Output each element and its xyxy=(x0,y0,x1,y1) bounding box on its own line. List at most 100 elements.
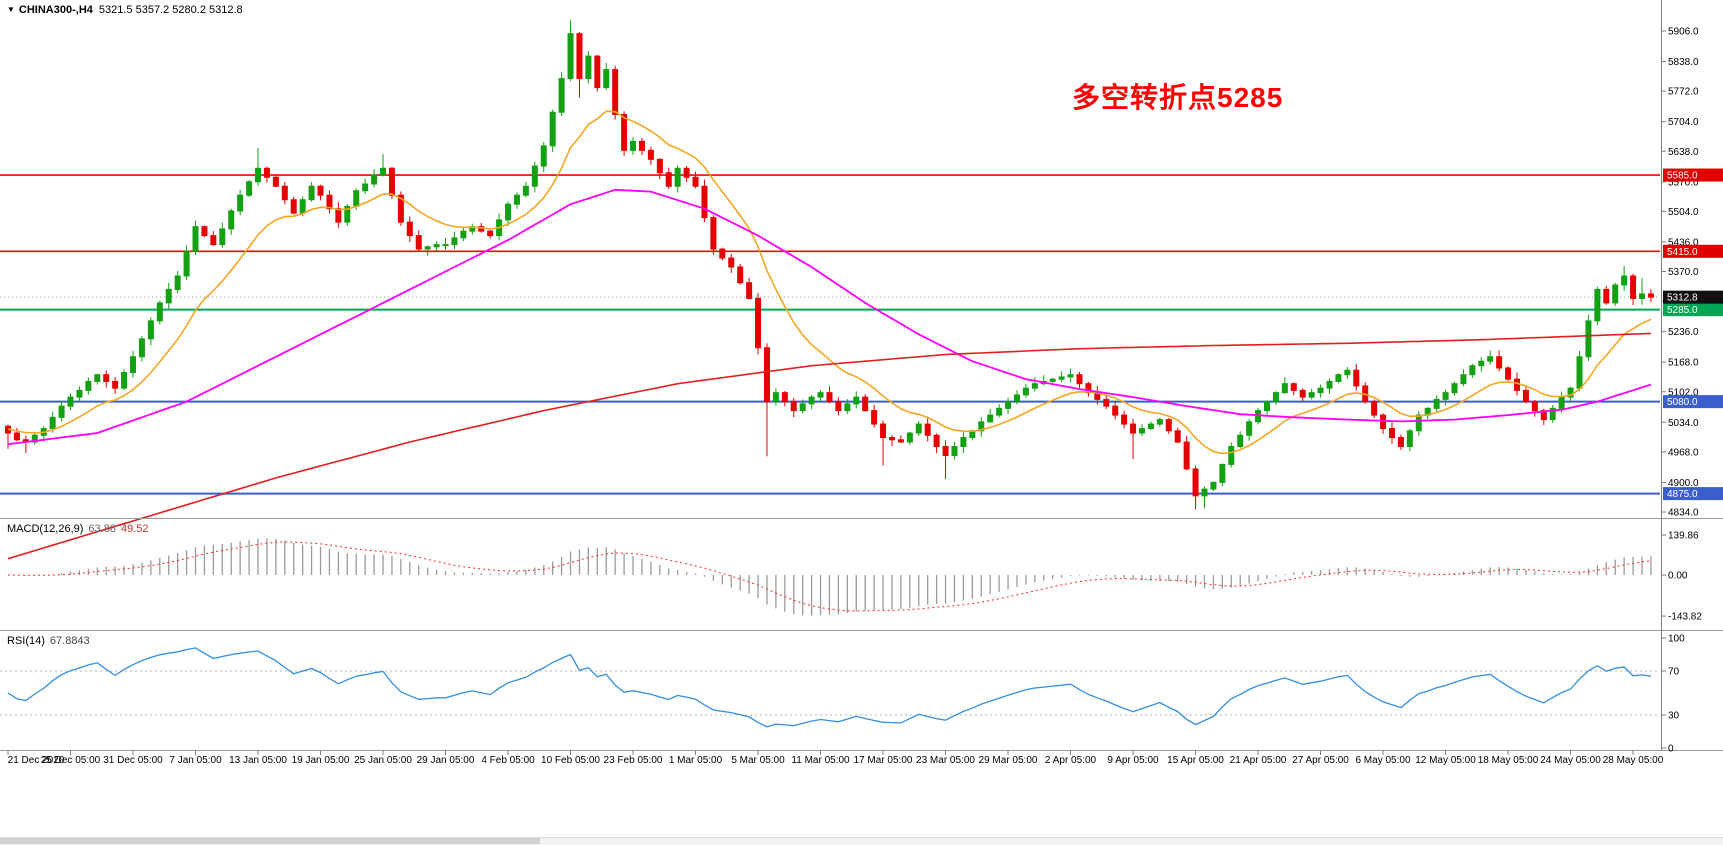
candle-down xyxy=(1130,418,1137,460)
candle-body xyxy=(1576,356,1583,389)
candle-up xyxy=(1013,390,1020,405)
h-scrollbar-thumb[interactable] xyxy=(0,838,540,844)
candle-down xyxy=(835,397,842,416)
level-price-tag-bg xyxy=(1663,487,1723,501)
rsi-name: RSI(14) xyxy=(7,635,45,647)
price-tick-label: 5168.0 xyxy=(1668,358,1699,369)
candle-body xyxy=(58,405,65,418)
candle-body xyxy=(1371,401,1378,416)
candle-up xyxy=(1344,367,1351,379)
candle-up xyxy=(1594,286,1601,326)
candle-up xyxy=(1219,463,1226,487)
level-price-tag-text: 5415.0 xyxy=(1667,247,1698,258)
macd-value-main: 63.88 xyxy=(88,523,116,535)
candle-up xyxy=(433,241,440,252)
candles-layer xyxy=(5,20,1654,510)
candle-body xyxy=(112,380,119,389)
h-scrollbar-track[interactable] xyxy=(0,837,1723,845)
candle-body xyxy=(1022,387,1029,396)
candle-body xyxy=(130,356,137,373)
candle-down xyxy=(728,254,735,273)
candle-body xyxy=(308,185,315,201)
time-label: 21 Apr 05:00 xyxy=(1230,755,1287,766)
candle-down xyxy=(647,146,654,165)
candle-up xyxy=(1138,424,1145,437)
candle-body xyxy=(960,437,967,447)
candle-up xyxy=(1031,377,1038,392)
candle-body xyxy=(1130,423,1137,434)
price-tick-label: 5906.0 xyxy=(1668,27,1699,38)
candle-body xyxy=(67,396,74,407)
candle-up xyxy=(1460,369,1467,387)
candle-body xyxy=(1112,405,1119,416)
symbol-dropdown-icon[interactable]: ▼ xyxy=(7,5,15,14)
candle-body xyxy=(1219,463,1226,483)
candle-down xyxy=(1380,413,1387,434)
candle-up xyxy=(915,421,922,436)
candle-body xyxy=(817,392,824,398)
candle-body xyxy=(31,434,38,443)
level-price-tag-bg xyxy=(1663,395,1723,409)
candle-up xyxy=(1612,282,1619,306)
candle-up xyxy=(308,182,315,202)
time-label: 23 Feb 05:00 xyxy=(604,755,663,766)
candle-up xyxy=(460,227,467,242)
candle-body xyxy=(701,185,708,219)
candle-up xyxy=(228,208,235,235)
candle-down xyxy=(1103,395,1110,409)
time-label: 13 Jan 05:00 xyxy=(229,755,287,766)
ma-fast-line xyxy=(7,110,1652,455)
level-price-tag: 5585.0 xyxy=(1663,168,1723,182)
time-label: 25 Jan 05:00 xyxy=(354,755,412,766)
candle-body xyxy=(290,199,297,214)
candle-body xyxy=(85,380,92,391)
candle-up xyxy=(844,399,851,415)
candle-body xyxy=(1558,396,1565,409)
candle-body xyxy=(1567,387,1574,398)
candle-down xyxy=(326,190,333,214)
candle-body xyxy=(1388,428,1395,439)
candle-down xyxy=(594,54,601,92)
candle-up xyxy=(130,350,137,378)
candle-body xyxy=(1621,275,1628,286)
candle-body xyxy=(558,78,565,113)
candle-body xyxy=(942,445,949,456)
candle-up xyxy=(1576,350,1583,391)
candle-body xyxy=(1505,367,1512,380)
candle-up xyxy=(513,192,520,209)
current-price-tag-text: 5312.8 xyxy=(1667,293,1698,304)
candle-up xyxy=(1067,368,1074,383)
candle-up xyxy=(978,416,985,437)
macd-name: MACD(12,26,9) xyxy=(7,523,84,535)
time-label: 23 Mar 05:00 xyxy=(916,755,975,766)
candle-body xyxy=(299,199,306,214)
candle-body xyxy=(371,174,378,185)
price-tags-layer: 5585.0 5415.0 5285.0 5080.0 4875.0 5312.8 xyxy=(1663,168,1723,501)
candle-up xyxy=(442,237,449,250)
candle-down xyxy=(701,179,708,223)
candle-down xyxy=(272,174,279,188)
time-label: 6 May 05:00 xyxy=(1355,755,1410,766)
time-label: 15 Apr 05:00 xyxy=(1167,755,1224,766)
candle-up xyxy=(674,165,681,193)
candle-body xyxy=(76,389,83,398)
candle-down xyxy=(397,191,404,226)
candle-down xyxy=(1505,366,1512,382)
candle-body xyxy=(1165,419,1172,432)
candle-body xyxy=(121,371,128,389)
macd-label: MACD(12,26,9) 63.88 49.52 xyxy=(7,523,148,535)
candle-body xyxy=(1013,394,1020,403)
current-price-tag: 5312.8 xyxy=(1663,290,1723,304)
price-tick-label: 5504.0 xyxy=(1668,207,1699,218)
candle-up xyxy=(1326,378,1333,394)
price-tick-label: 5704.0 xyxy=(1668,117,1699,128)
rsi-axis-label: 70 xyxy=(1668,667,1680,678)
candle-down xyxy=(1183,435,1190,471)
candle-body xyxy=(255,167,262,183)
candle-body xyxy=(281,185,288,201)
time-label: 11 Mar 05:00 xyxy=(791,755,850,766)
candle-up xyxy=(567,20,574,82)
candle-up xyxy=(1147,421,1154,431)
candle-body xyxy=(433,244,440,248)
